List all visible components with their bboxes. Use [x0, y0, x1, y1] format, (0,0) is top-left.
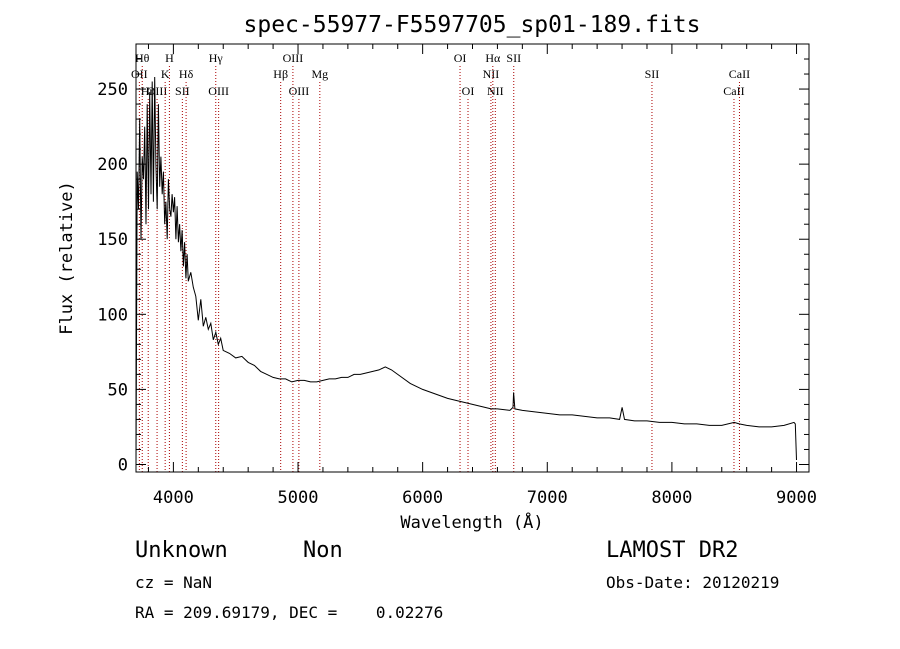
survey-name: LAMOST DR2 [606, 538, 739, 563]
spectral-line-label: SII [506, 51, 521, 65]
spectral-line-label: K [161, 67, 170, 81]
spectral-line-label: Hα [485, 51, 501, 65]
x-axis: 4000 5000 6000 7000 8000 9000 [147, 44, 817, 508]
spectral-line-label: OIII [283, 51, 304, 65]
x-tick-label: 9000 [776, 488, 817, 508]
x-tick-label: 6000 [402, 488, 443, 508]
spectral-line-label: Hδ [179, 67, 194, 81]
spectral-line-label: OIII [289, 84, 310, 98]
y-tick-label: 250 [97, 80, 128, 100]
x-tick-label: 5000 [278, 488, 319, 508]
spectrum-line [135, 76, 797, 465]
spectral-line-markers: OIIHθHηOIIIKHHδSIIHγOIIIHβOIIIOIIIMgOIOI… [131, 51, 750, 472]
spectral-line-label: OIII [208, 84, 229, 98]
spectral-line-label: Mg [311, 67, 328, 81]
x-axis-label: Wavelength (Å) [400, 511, 543, 533]
spectral-line-label: SII [645, 67, 660, 81]
x-tick-label: 4000 [153, 488, 194, 508]
spectral-line-label: NII [487, 84, 504, 98]
chart-title: spec-55977-F5597705_sp01-189.fits [244, 12, 701, 38]
x-tick-label: 8000 [651, 488, 692, 508]
spectral-line-label: Hθ [135, 51, 150, 65]
y-tick-label: 0 [118, 455, 128, 475]
object-class: Unknown [135, 538, 228, 563]
y-tick-label: 150 [97, 230, 128, 250]
spectral-line-label: NII [483, 67, 500, 81]
y-axis: 0 50 100 150 200 250 [97, 58, 809, 475]
obs-date: Obs-Date: 20120219 [606, 573, 780, 592]
plot-frame [135, 43, 810, 473]
y-axis-label: Flux (relative) [57, 181, 77, 335]
y-tick-label: 100 [97, 305, 128, 325]
coordinates-text: RA = 209.69179, DEC = 0.02276 [135, 603, 444, 622]
y-tick-label: 50 [108, 380, 128, 400]
spectral-line-label: OI [454, 51, 467, 65]
spectral-line-label: OI [462, 84, 475, 98]
x-tick-label: 7000 [527, 488, 568, 508]
redshift-text: cz = NaN [135, 573, 213, 592]
spectral-line-label: H [165, 51, 174, 65]
spectral-line-label: SII [175, 84, 190, 98]
object-subclass: Non [303, 538, 343, 563]
spectral-line-label: CaII [723, 84, 744, 98]
y-tick-label: 200 [97, 155, 128, 175]
spectral-line-label: Hγ [209, 51, 224, 65]
spectral-line-label: Hβ [273, 67, 288, 81]
spectral-line-label: CaII [729, 67, 750, 81]
